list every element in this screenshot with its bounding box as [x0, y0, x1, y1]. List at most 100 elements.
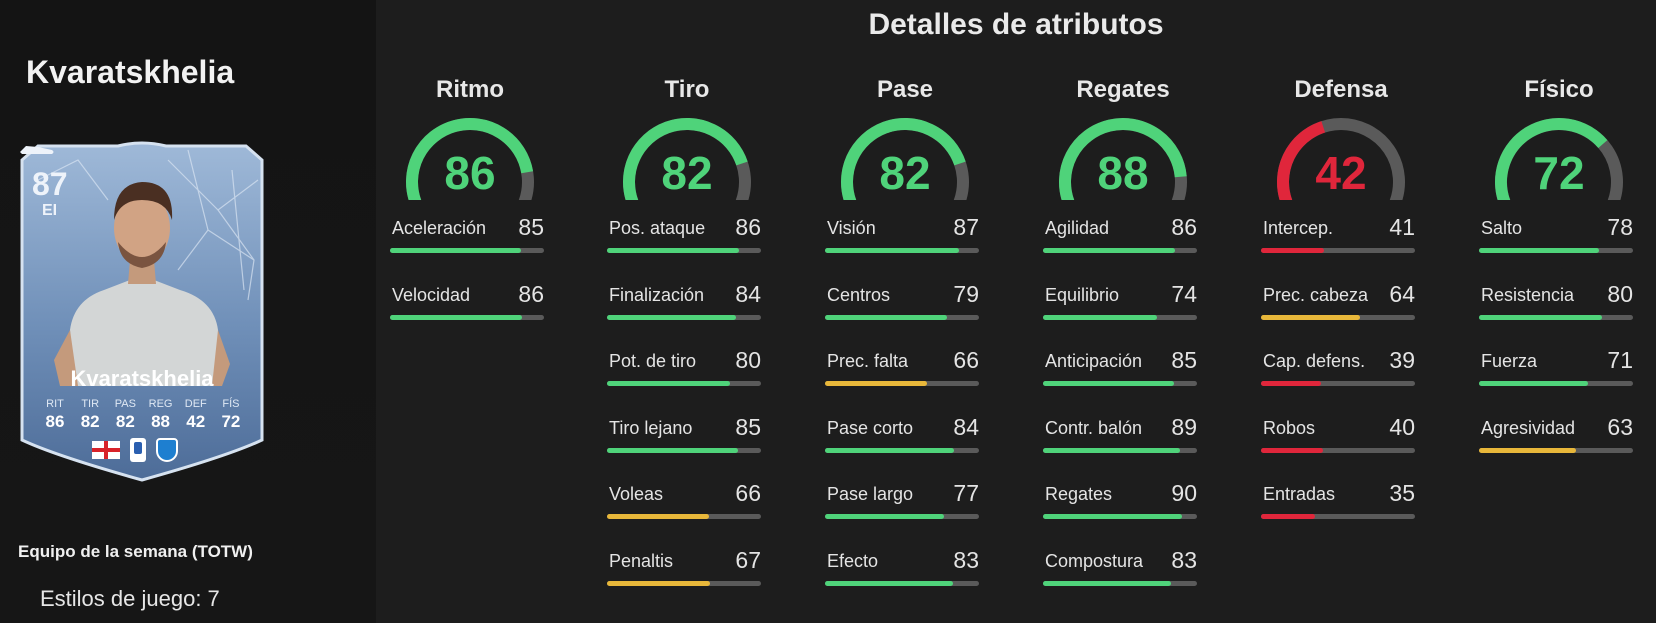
attribute-value: 74 [1171, 280, 1197, 307]
attribute-value: 67 [735, 546, 761, 573]
attribute-bar-track [390, 248, 544, 253]
attribute-bar-fill [607, 580, 711, 586]
attribute-bar-fill [1043, 381, 1174, 386]
attribute-row: Pase largo 77 [825, 474, 985, 541]
card-stat: PAS 82 [108, 398, 142, 432]
card-stat-value: 72 [221, 412, 241, 431]
card-stat-label: PAS [114, 398, 136, 410]
attribute-row: Cap. defens. 39 [1261, 341, 1421, 408]
attribute-value: 83 [953, 546, 979, 573]
attribute-bar-track [1261, 314, 1415, 320]
attribute-row: Tiro lejano 85 [607, 408, 767, 475]
attribute-value: 85 [518, 214, 544, 240]
playstyles-label[interactable]: Estilos de juego: 7 [40, 586, 220, 611]
attribute-row: Pot. de tiro 80 [607, 341, 767, 408]
card-stat-label: TIR [81, 398, 100, 410]
card-stat-label: RIT [46, 398, 64, 410]
attribute-name: Pase corto [827, 417, 914, 438]
category-gauge: 42 [1261, 116, 1421, 200]
attribute-bar-track [607, 248, 761, 253]
attribute-row: Prec. cabeza 64 [1261, 275, 1421, 342]
attribute-bar-fill [1261, 447, 1323, 453]
attribute-bar-track [607, 580, 761, 586]
attribute-bar-fill [1043, 248, 1176, 253]
attribute-name: Intercep. [1263, 218, 1334, 238]
attribute-row: Entradas 35 [1261, 474, 1421, 541]
attribute-bar-fill [607, 248, 740, 253]
attribute-bar-fill [1043, 314, 1157, 320]
category-4: Defensa 42 Intercep. 41 Prec. cabeza 64 Cap. d… [1261, 76, 1421, 541]
gauge-arc [1059, 118, 1187, 200]
attribute-value: 85 [1171, 347, 1197, 373]
attribute-bar-track [825, 248, 979, 253]
attribute-row: Equilibrio 74 [1043, 275, 1203, 342]
card-stats: RIT 86 TIR 82 PAS 82 REG 88 DEF 42 FÍS 72 [38, 398, 248, 432]
attribute-name: Tiro lejano [609, 417, 693, 438]
attribute-name: Cap. defens. [1263, 351, 1366, 371]
attribute-bar-fill [1261, 314, 1360, 320]
attribute-list: Pos. ataque 86 Finalización 84 Pot. de tiro 8… [607, 208, 767, 607]
attribute-list: Intercep. 41 Prec. cabeza 64 Cap. defens. 39 R… [1261, 208, 1421, 541]
attribute-bar-track [607, 314, 761, 320]
nation-flag-icon [92, 441, 120, 459]
attribute-bar-track [1479, 447, 1633, 453]
attribute-row: Agresividad 63 [1479, 408, 1639, 475]
attribute-bar-fill [390, 314, 523, 320]
attribute-bar-fill [1479, 314, 1603, 320]
attribute-value: 35 [1389, 480, 1415, 506]
attribute-bar-track [825, 381, 979, 386]
attribute-row: Penaltis 67 [607, 541, 767, 608]
category-value: 42 [1315, 147, 1367, 199]
attribute-row: Finalización 84 [607, 275, 767, 342]
attribute-bar-track [825, 580, 979, 586]
attribute-name: Aceleración [392, 218, 487, 238]
card-stat-label: FÍS [222, 398, 240, 410]
attribute-bar-fill [1479, 447, 1577, 453]
category-value: 82 [661, 147, 713, 199]
attribute-value: 39 [1389, 347, 1415, 373]
attribute-value: 66 [735, 480, 761, 506]
category-title: Tiro [664, 76, 710, 103]
attribute-bar-fill [1261, 514, 1315, 519]
card-stat: DEF 42 [179, 398, 213, 432]
gauge-fill [406, 118, 534, 200]
attribute-bar-track [1479, 248, 1633, 253]
card-stat: RIT 86 [38, 398, 72, 432]
attribute-name: Penaltis [609, 550, 674, 571]
attribute-row: Salto 78 [1479, 208, 1639, 275]
attribute-row: Compostura 83 [1043, 541, 1203, 608]
attribute-name: Agilidad [1045, 218, 1110, 238]
attribute-bar-fill [1479, 381, 1589, 386]
attribute-bar-fill [607, 314, 737, 320]
attribute-bar-fill [390, 248, 521, 253]
attribute-row: Resistencia 80 [1479, 275, 1639, 342]
attribute-row: Prec. falta 66 [825, 341, 985, 408]
category-gauge: 72 [1479, 116, 1639, 200]
card-stat-label: DEF [184, 398, 207, 410]
attribute-value: 84 [735, 280, 761, 307]
category-title: Ritmo [436, 76, 504, 103]
attribute-bar-fill [825, 447, 955, 453]
attribute-row: Centros 79 [825, 275, 985, 342]
category-value: 72 [1533, 147, 1585, 199]
attribute-bar-track [825, 447, 979, 453]
card-stat: TIR 82 [73, 398, 107, 432]
attribute-value: 83 [1171, 546, 1197, 573]
attribute-name: Pos. ataque [609, 218, 706, 238]
attribute-value: 86 [1171, 214, 1197, 240]
gauge-arc [1277, 118, 1405, 200]
attribute-name: Entradas [1263, 484, 1336, 504]
attribute-name: Contr. balón [1045, 417, 1143, 438]
category-value: 88 [1097, 147, 1149, 199]
attribute-bar-fill [825, 580, 953, 586]
attribute-name: Compostura [1045, 550, 1144, 571]
attribute-bar-fill [825, 514, 944, 519]
category-gauge: 86 [390, 116, 550, 200]
attribute-value: 87 [953, 214, 979, 240]
attribute-name: Efecto [827, 550, 879, 571]
attribute-bar-track [607, 514, 761, 519]
player-card[interactable]: 87 EI Kvaratskhelia RIT 86 TIR 82 PAS 82 RE… [18, 140, 266, 484]
attribute-row: Efecto 83 [825, 541, 985, 608]
attributes-title: Detalles de atributos [868, 8, 1164, 41]
gauge-arc [841, 118, 969, 200]
